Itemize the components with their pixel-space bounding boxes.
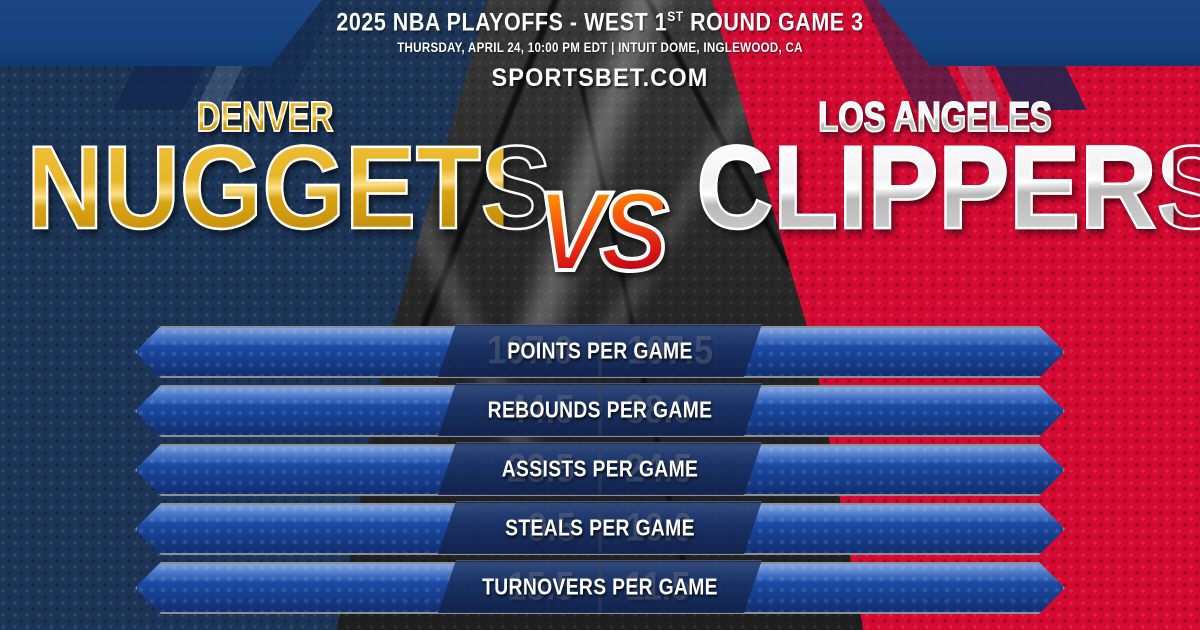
left-team-nickname: NUGGETS bbox=[25, 122, 552, 254]
left-team-city: DENVER bbox=[58, 95, 471, 139]
left-team-block: DENVER NUGGETS bbox=[0, 95, 600, 254]
stat-row: 9.510.0STEALS PER GAME bbox=[0, 499, 1200, 556]
stat-label: REBOUNDS PER GAME bbox=[487, 396, 713, 422]
event-title-ordinal: ST bbox=[667, 8, 684, 24]
event-title-suffix: ROUND GAME 3 bbox=[683, 8, 864, 37]
event-title: 2025 NBA PLAYOFFS - WEST 1ST ROUND GAME … bbox=[84, 8, 1116, 37]
stat-label-plate bbox=[438, 560, 762, 613]
stat-label: ASSISTS PER GAME bbox=[501, 455, 699, 481]
right-team-city: LOS ANGELES bbox=[728, 95, 1141, 139]
right-team-nickname: CLIPPERS bbox=[695, 122, 1200, 254]
stat-comparison-table: 107.0107.5POINTS PER GAME44.538.0REBOUND… bbox=[0, 322, 1200, 617]
stat-row: 15.511.5TURNOVERS PER GAME bbox=[0, 558, 1200, 615]
event-title-prefix: 2025 NBA PLAYOFFS - WEST 1 bbox=[336, 8, 668, 37]
stat-label: STEALS PER GAME bbox=[505, 514, 695, 540]
header-text-group: 2025 NBA PLAYOFFS - WEST 1ST ROUND GAME … bbox=[0, 0, 1200, 93]
event-subtitle: THURSDAY, APRIL 24, 10:00 PM EDT | INTUI… bbox=[397, 40, 803, 56]
versus-badge: VS bbox=[535, 169, 671, 294]
brand-name: SPORTSBET.COM bbox=[491, 64, 709, 93]
stat-row: 107.0107.5POINTS PER GAME bbox=[0, 322, 1200, 379]
right-team-block: LOS ANGELES CLIPPERS bbox=[600, 95, 1200, 254]
stat-label: POINTS PER GAME bbox=[507, 337, 693, 363]
stat-row: 23.524.5ASSISTS PER GAME bbox=[0, 440, 1200, 497]
stat-label: TURNOVERS PER GAME bbox=[482, 573, 718, 599]
stat-row: 44.538.0REBOUNDS PER GAME bbox=[0, 381, 1200, 438]
